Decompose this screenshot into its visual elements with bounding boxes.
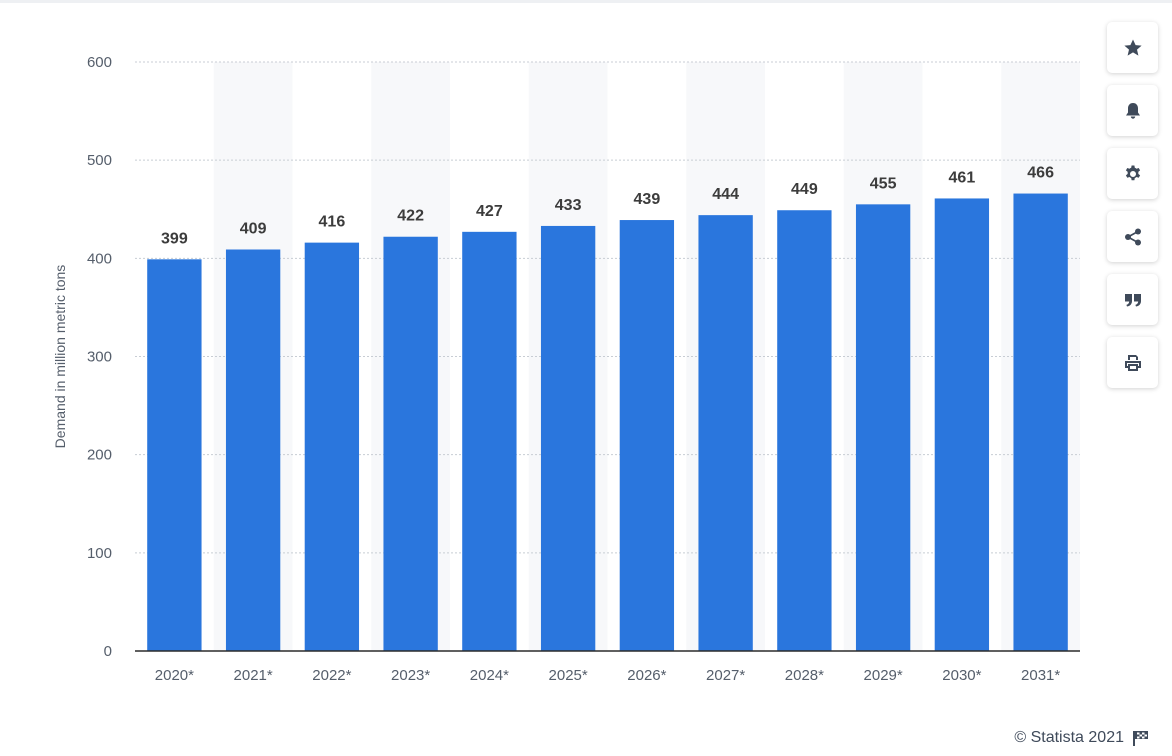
x-tick-label: 2023* [391, 667, 430, 684]
share-button[interactable] [1107, 211, 1158, 262]
flag-icon[interactable] [1132, 730, 1150, 746]
value-label: 449 [791, 181, 818, 198]
value-label: 416 [319, 214, 346, 231]
share-icon [1124, 228, 1141, 245]
value-label: 422 [397, 208, 424, 225]
gridlines [135, 61, 1080, 554]
bar [619, 220, 675, 651]
y-tick-label: 400 [87, 250, 112, 267]
bar [225, 249, 281, 651]
copyright-text: © Statista 2021 [1014, 729, 1124, 746]
bar [383, 236, 438, 651]
x-tick-label: 2027* [706, 667, 745, 684]
value-label: 427 [476, 203, 503, 220]
x-tick-label: 2021* [234, 667, 273, 684]
value-label: 444 [712, 186, 739, 203]
bar [934, 198, 990, 651]
value-labels: 399 409 416 422 427 433 439 444 449 455 461 466 [161, 165, 1054, 248]
x-axis-labels: 2020* 2021* 2022* 2023* 2024* 2025* 2026* 2027*… [155, 667, 1061, 684]
quote-icon [1124, 293, 1141, 306]
x-tick-label: 2025* [549, 667, 588, 684]
print-button[interactable] [1107, 337, 1158, 388]
y-axis-labels: 0 100 200 300 400 500 600 [87, 54, 112, 660]
y-tick-label: 300 [87, 349, 112, 366]
value-label: 409 [240, 220, 267, 237]
footer: © Statista 2021 [1014, 729, 1150, 747]
settings-button[interactable] [1107, 148, 1158, 199]
favorite-button[interactable] [1107, 22, 1158, 73]
x-tick-label: 2022* [312, 667, 351, 684]
bar [777, 210, 832, 651]
bar [540, 225, 596, 651]
star-icon [1123, 39, 1142, 56]
y-tick-label: 200 [87, 447, 112, 464]
y-axis-title: Demand in million metric tons [52, 265, 68, 449]
bar [698, 215, 753, 651]
y-tick-label: 500 [87, 152, 112, 169]
x-tick-label: 2029* [864, 667, 903, 684]
value-label: 461 [949, 169, 976, 186]
value-label: 466 [1027, 165, 1054, 182]
bars [147, 193, 1068, 652]
cite-button[interactable] [1107, 274, 1158, 325]
x-tick-label: 2026* [627, 667, 666, 684]
gear-icon [1125, 165, 1140, 180]
bar [147, 259, 202, 651]
y-tick-label: 100 [87, 545, 112, 562]
bar-chart: 399 409 416 422 427 433 439 444 449 455 461 466 202… [52, 54, 1080, 684]
value-label: 399 [161, 230, 188, 247]
bell-icon [1125, 102, 1140, 119]
bar [855, 204, 911, 651]
top-divider [0, 0, 1172, 3]
value-label: 455 [870, 175, 897, 192]
bar [462, 231, 517, 651]
bar [1013, 193, 1068, 651]
x-tick-label: 2024* [470, 667, 509, 684]
x-tick-label: 2020* [155, 667, 194, 684]
bar [304, 242, 360, 652]
x-tick-label: 2028* [785, 667, 824, 684]
value-label: 439 [634, 191, 661, 208]
y-tick-label: 0 [104, 643, 112, 660]
chart-toolbar [1107, 22, 1158, 388]
x-tick-label: 2031* [1021, 667, 1060, 684]
y-tick-label: 600 [87, 54, 112, 71]
notification-button[interactable] [1107, 85, 1158, 136]
value-label: 433 [555, 197, 582, 214]
x-tick-label: 2030* [942, 667, 981, 684]
print-icon [1124, 354, 1141, 371]
